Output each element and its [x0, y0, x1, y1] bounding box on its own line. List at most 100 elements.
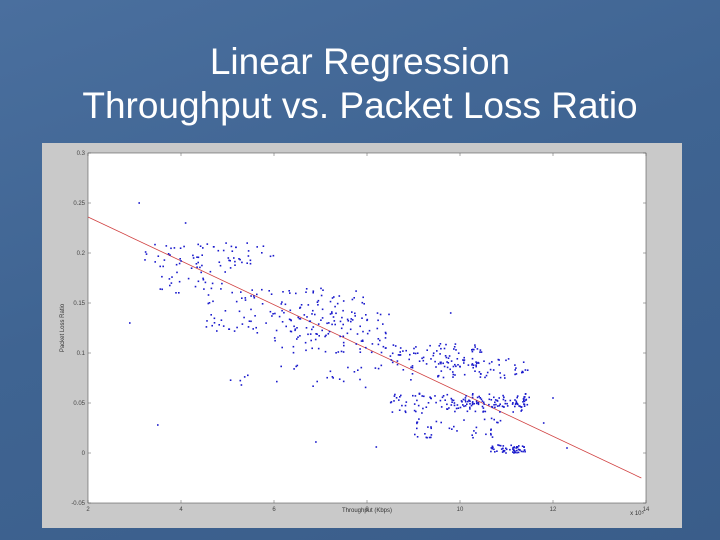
- data-point: [493, 396, 495, 399]
- data-point: [129, 322, 131, 324]
- data-point: [309, 333, 312, 335]
- data-point: [427, 426, 429, 428]
- data-point: [199, 245, 202, 247]
- data-point: [523, 398, 525, 400]
- data-point: [413, 403, 416, 405]
- data-point: [452, 376, 454, 378]
- data-point: [196, 266, 198, 268]
- data-point: [498, 444, 501, 447]
- data-point: [498, 364, 500, 366]
- data-point: [444, 399, 446, 401]
- data-point: [432, 352, 435, 354]
- data-point: [453, 404, 456, 407]
- data-point: [516, 402, 518, 405]
- data-point: [464, 400, 467, 403]
- data-point: [513, 452, 515, 454]
- data-point: [289, 330, 292, 333]
- data-point: [460, 400, 463, 402]
- data-point: [430, 397, 432, 400]
- data-point: [506, 405, 509, 407]
- data-point: [144, 251, 147, 253]
- data-point: [523, 449, 526, 451]
- data-point: [227, 257, 230, 259]
- data-point: [523, 396, 525, 398]
- data-point: [523, 399, 525, 402]
- data-point: [429, 396, 431, 398]
- data-point: [454, 374, 456, 376]
- data-point: [448, 427, 451, 430]
- data-point: [169, 284, 171, 287]
- data-point: [442, 376, 445, 379]
- data-point: [325, 334, 327, 337]
- data-point: [361, 301, 364, 304]
- data-point: [254, 315, 256, 317]
- data-point: [308, 320, 311, 323]
- data-point: [399, 396, 401, 398]
- data-point: [494, 406, 496, 409]
- data-point: [488, 398, 491, 401]
- data-point: [514, 450, 516, 452]
- data-point: [238, 310, 241, 313]
- data-point: [459, 366, 461, 368]
- data-point: [274, 312, 276, 315]
- data-point: [456, 404, 459, 406]
- data-point: [477, 362, 480, 364]
- data-point: [354, 312, 356, 315]
- data-point: [248, 320, 251, 322]
- data-point: [450, 360, 453, 362]
- data-point: [512, 446, 514, 449]
- data-point: [366, 332, 369, 335]
- data-point: [296, 327, 298, 329]
- data-point: [413, 409, 416, 412]
- data-point: [447, 357, 450, 359]
- data-point: [275, 329, 278, 332]
- data-point: [461, 401, 463, 403]
- data-point: [249, 259, 252, 262]
- data-point: [284, 303, 287, 306]
- data-point: [411, 365, 414, 367]
- data-point: [236, 326, 238, 329]
- data-point: [205, 326, 208, 328]
- data-point: [281, 309, 283, 312]
- data-point: [428, 436, 431, 439]
- data-point: [509, 448, 511, 451]
- data-point: [496, 399, 498, 402]
- data-point: [314, 313, 316, 316]
- data-point: [416, 436, 419, 438]
- data-point: [512, 411, 514, 413]
- data-point: [515, 400, 518, 403]
- data-point: [514, 399, 516, 401]
- data-point: [462, 359, 464, 361]
- data-point: [470, 404, 473, 407]
- data-point: [273, 337, 276, 339]
- data-point: [435, 420, 438, 423]
- data-point: [421, 357, 423, 360]
- data-point: [493, 418, 495, 421]
- data-point: [404, 404, 407, 407]
- data-point: [459, 406, 462, 409]
- data-point: [482, 407, 485, 409]
- data-point: [213, 317, 216, 320]
- data-point: [326, 376, 328, 379]
- data-point: [454, 410, 456, 413]
- data-point: [359, 325, 361, 328]
- data-point: [176, 271, 178, 274]
- data-point: [380, 364, 383, 367]
- data-point: [498, 397, 500, 399]
- data-point: [364, 386, 367, 389]
- data-point: [524, 369, 527, 371]
- data-point: [196, 256, 198, 258]
- data-point: [479, 349, 482, 351]
- data-point: [474, 410, 477, 413]
- y-tick-label: 0.05: [73, 401, 85, 407]
- data-point: [402, 350, 404, 352]
- data-point: [256, 246, 258, 248]
- data-point: [463, 373, 466, 376]
- data-point: [410, 366, 412, 369]
- data-point: [445, 343, 447, 346]
- data-point: [488, 393, 491, 395]
- y-tick-label: 0: [82, 451, 86, 457]
- data-point: [451, 399, 453, 401]
- data-point: [471, 357, 474, 360]
- data-point: [405, 401, 408, 403]
